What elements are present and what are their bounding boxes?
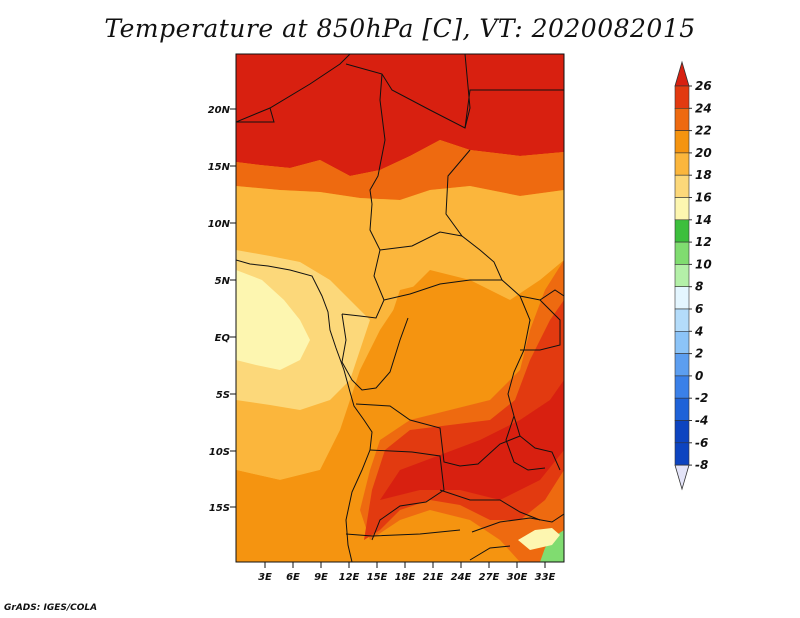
lon-label: 24E <box>451 572 472 583</box>
colorbar-label: 18 <box>695 168 712 182</box>
lon-ticks <box>264 562 546 568</box>
lon-label: 33E <box>535 572 556 583</box>
lon-label: 12E <box>339 572 360 583</box>
colorbar-label: -2 <box>695 391 708 405</box>
colorbar-label: 12 <box>695 235 712 249</box>
lat-ticks <box>230 108 236 508</box>
lon-label: 21E <box>423 572 444 583</box>
field-band-18 <box>236 186 564 480</box>
colorbar-label: 16 <box>695 191 712 205</box>
colorbar-swatch <box>674 442 690 466</box>
lon-labels: 3E 6E 9E 12E 15E 18E 21E 24E 27E 30E 33E <box>258 572 555 583</box>
border-18 <box>469 545 511 561</box>
field-band-22 <box>236 140 564 200</box>
lake-border <box>505 415 546 471</box>
field-east-26 <box>380 380 564 500</box>
colorbar-swatch <box>674 353 690 377</box>
colorbar-bottom-arrow <box>674 464 690 491</box>
border-8 <box>341 249 385 319</box>
lon-label: 6E <box>286 572 300 583</box>
colorbar-top-arrow <box>674 60 690 87</box>
border-11 <box>355 403 521 467</box>
border-10 <box>341 313 409 391</box>
colorbar-swatch <box>674 174 690 198</box>
border-3 <box>236 107 275 123</box>
lon-label: 30E <box>507 572 528 583</box>
lat-label: 10N <box>208 219 231 230</box>
lat-label: 20N <box>208 105 231 116</box>
colorbar-label: 24 <box>695 101 712 115</box>
border-13 <box>439 489 541 521</box>
country-borders <box>236 54 564 562</box>
colorbar-label: 2 <box>695 347 703 361</box>
colorbar-label: 6 <box>695 302 703 316</box>
temperature-field <box>236 54 564 562</box>
lat-label: EQ <box>215 333 231 344</box>
field-se-cool <box>518 528 560 550</box>
colorbar-swatch <box>674 241 690 265</box>
colorbar-swatch <box>674 397 690 421</box>
border-16 <box>345 529 461 537</box>
lon-label: 15E <box>367 572 388 583</box>
colorbar-label: 4 <box>694 324 703 338</box>
colorbar-label: 0 <box>695 369 703 383</box>
colorbar-label: -6 <box>695 436 708 450</box>
colorbar-swatch <box>674 197 690 221</box>
colorbar-swatch <box>674 330 690 354</box>
lon-label: 9E <box>314 572 328 583</box>
colorbar-swatch <box>674 420 690 444</box>
colorbar-swatch <box>674 308 690 332</box>
colorbar-label: -8 <box>695 458 708 472</box>
colorbar-swatch <box>674 130 690 154</box>
field-sw-20 <box>236 440 350 562</box>
lat-label: 5N <box>215 276 231 287</box>
colorbar-label: 10 <box>695 257 712 271</box>
credit-text: GrADS: IGES/COLA <box>4 603 98 613</box>
border-9 <box>383 279 564 301</box>
map-title: Temperature at 850hPa [C], VT: 202008201… <box>104 14 696 43</box>
lat-label: 15S <box>209 503 230 514</box>
border-15 <box>520 299 561 351</box>
border-14 <box>507 295 561 471</box>
colorbar-label: 22 <box>695 124 712 138</box>
lat-label: 5S <box>216 390 230 401</box>
colorbar-swatch <box>674 375 690 399</box>
field-north-hot <box>236 54 564 176</box>
colorbar-swatch <box>674 219 690 243</box>
colorbar-swatch <box>674 264 690 287</box>
border-7 <box>369 203 463 251</box>
plot-frame <box>235 53 565 563</box>
field-central-20 <box>390 280 520 395</box>
colorbar-swatch <box>674 108 690 131</box>
colorbar-label: 14 <box>695 213 712 227</box>
colorbar-swatch <box>674 286 690 310</box>
colorbar-label: 8 <box>695 280 703 294</box>
colorbar-swatch <box>674 152 690 176</box>
lat-label: 10S <box>209 447 230 458</box>
lon-label: 18E <box>395 572 416 583</box>
border-5 <box>464 89 564 129</box>
lat-label: 15N <box>208 162 231 173</box>
colorbar-label: -4 <box>695 414 708 428</box>
colorbar-label: 26 <box>695 79 712 93</box>
colorbar-swatch <box>674 85 690 109</box>
border-12 <box>369 449 445 541</box>
lon-label: 3E <box>258 572 272 583</box>
border-17 <box>471 513 564 533</box>
border-1 <box>236 54 351 123</box>
colorbar-label: 20 <box>695 146 712 160</box>
border-4 <box>369 73 386 205</box>
field-se-green <box>540 530 564 562</box>
lon-label: 27E <box>479 572 500 583</box>
field-band-14 <box>236 270 310 370</box>
coastline <box>236 259 373 562</box>
lat-labels: 20N 15N 10N 5N EQ 5S 10S 15S <box>208 105 231 514</box>
